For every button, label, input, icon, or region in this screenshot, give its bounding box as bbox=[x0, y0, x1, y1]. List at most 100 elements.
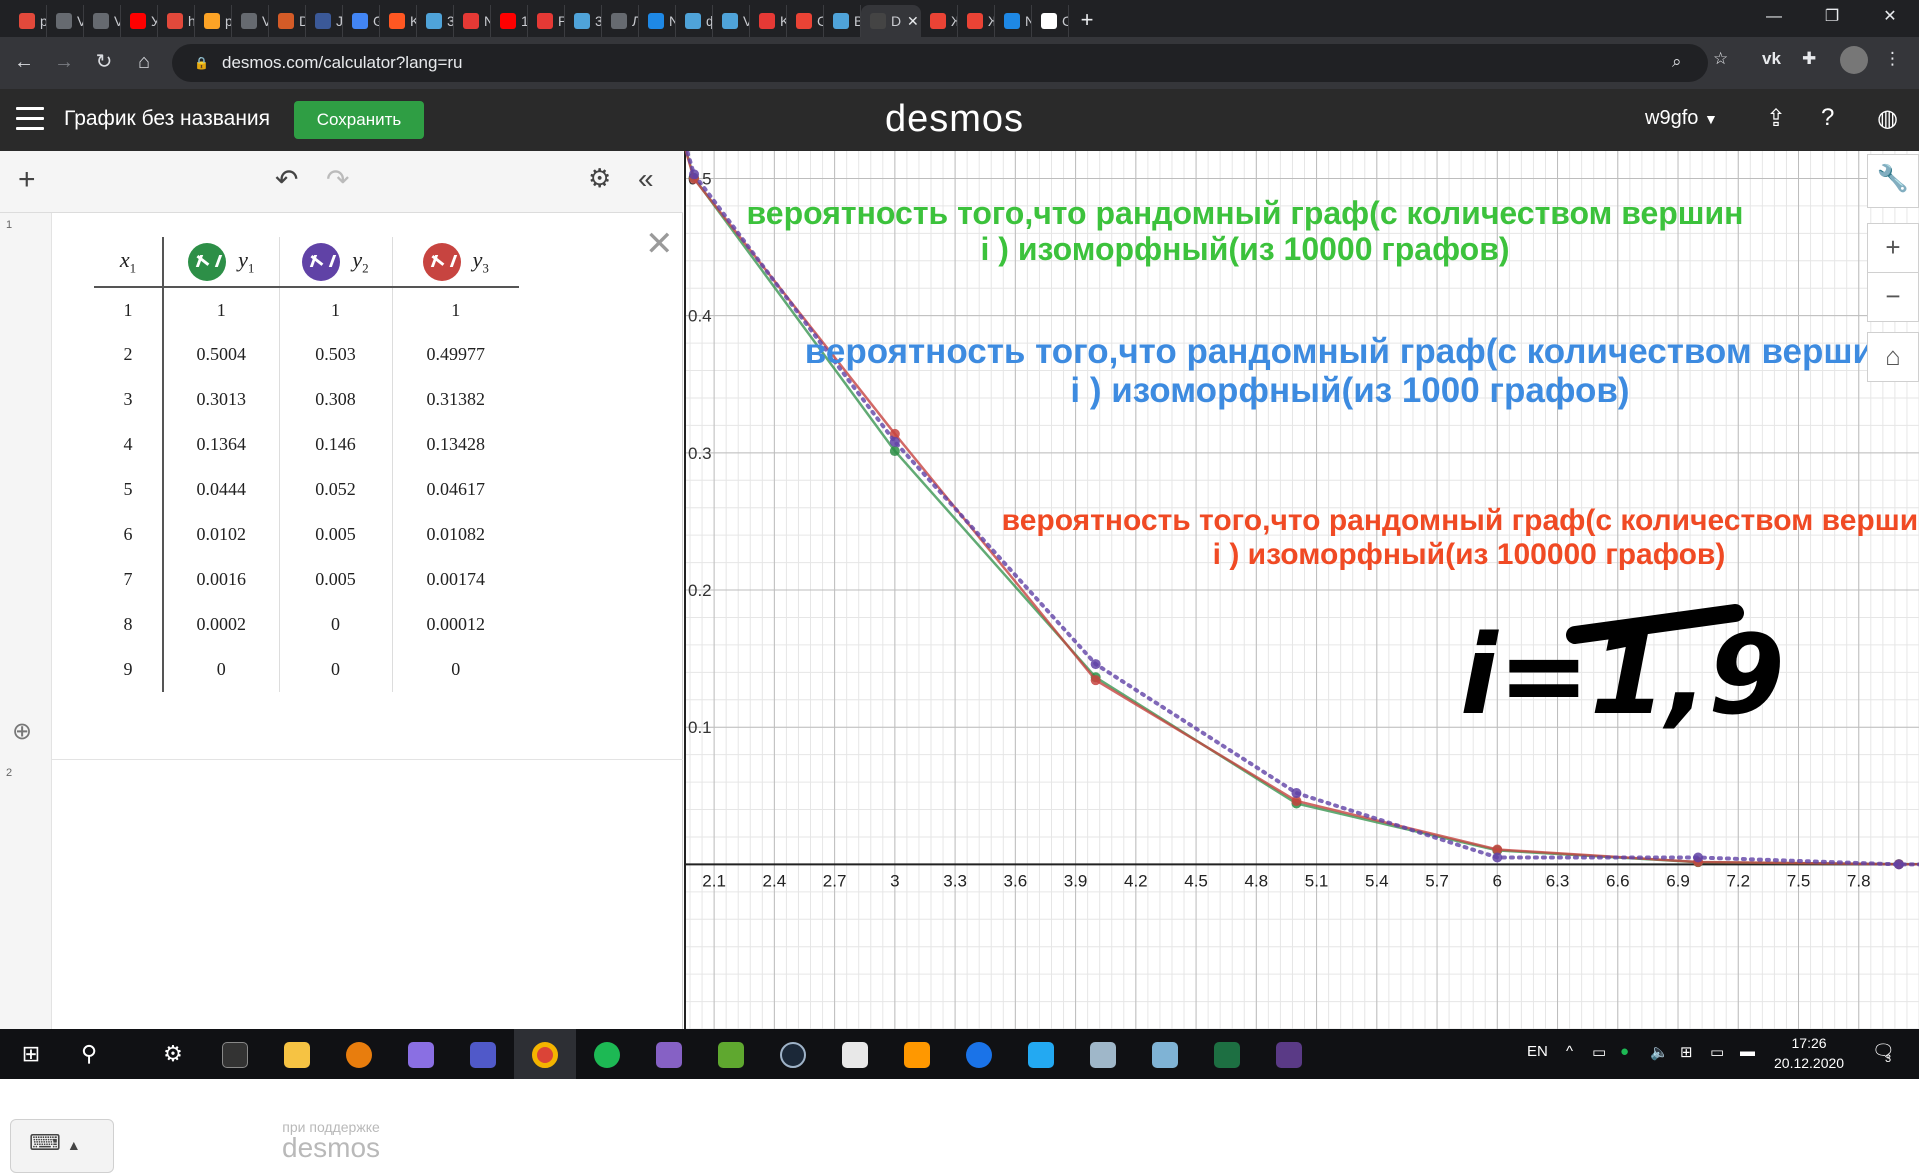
table-cell[interactable]: 0 bbox=[279, 602, 393, 647]
table-cell[interactable]: 9 bbox=[94, 647, 164, 692]
delete-expression-icon[interactable]: ✕ bbox=[645, 225, 674, 263]
new-tab-button[interactable]: + bbox=[1080, 7, 1094, 32]
tray-monitor-icon[interactable]: ▭ bbox=[1710, 1044, 1725, 1061]
series-y3-style-icon[interactable] bbox=[422, 242, 461, 281]
browser-tab[interactable]: N bbox=[995, 5, 1032, 37]
profile-avatar[interactable] bbox=[1840, 46, 1868, 74]
blender-app-icon[interactable] bbox=[328, 1029, 390, 1079]
browser-tab[interactable]: h bbox=[158, 5, 195, 37]
table-cell[interactable]: 4 bbox=[94, 422, 164, 467]
browser-tab[interactable]: N bbox=[454, 5, 491, 37]
table-cell[interactable]: 0.1364 bbox=[163, 422, 280, 467]
browser-tab[interactable]: Ж bbox=[958, 5, 995, 37]
back-icon[interactable]: ← bbox=[14, 51, 34, 73]
graph-title[interactable]: График без названия bbox=[64, 107, 271, 130]
language-globe-icon[interactable]: ◍ bbox=[1877, 105, 1898, 132]
input-language[interactable]: EN bbox=[1527, 1043, 1548, 1060]
browser-tab[interactable]: 3 bbox=[565, 5, 602, 37]
browser-tab[interactable]: 3 bbox=[417, 5, 454, 37]
browser-tab[interactable]: D bbox=[269, 5, 306, 37]
browser-tab[interactable]: ф bbox=[676, 5, 713, 37]
browser-tab[interactable]: 1 bbox=[491, 5, 528, 37]
table-cell[interactable]: 0.49977 bbox=[426, 344, 486, 364]
table-cell[interactable]: 0.00174 bbox=[426, 569, 486, 589]
table-cell[interactable]: 3 bbox=[94, 377, 164, 422]
table-cell[interactable]: 0.308 bbox=[279, 377, 393, 422]
share-icon[interactable]: ⇪ bbox=[1766, 105, 1787, 132]
tray-spotify-icon[interactable]: ● bbox=[1620, 1043, 1630, 1060]
powershell-app-icon[interactable] bbox=[1258, 1029, 1320, 1079]
table-cell[interactable]: 0.00012 bbox=[426, 614, 486, 634]
table-cell[interactable]: 0.31382 bbox=[426, 389, 486, 409]
file-explorer-icon[interactable] bbox=[266, 1029, 328, 1079]
table-cell[interactable]: 6 bbox=[94, 512, 164, 557]
table-cell[interactable]: 0.0016 bbox=[163, 557, 280, 602]
table-cell[interactable]: 1 bbox=[451, 299, 461, 320]
vscode-app-icon[interactable] bbox=[1010, 1029, 1072, 1079]
taskbar-clock[interactable]: 17:26 20.12.2020 bbox=[1774, 1033, 1844, 1073]
zoom-fit-icon[interactable]: ⊕ bbox=[12, 718, 33, 745]
undo-icon[interactable]: ↶ bbox=[275, 164, 299, 195]
visual-studio-icon[interactable] bbox=[638, 1029, 700, 1079]
table-cell[interactable]: 5 bbox=[94, 467, 164, 512]
table-cell[interactable]: 0.005 bbox=[279, 512, 393, 557]
browser-tab[interactable]: Л bbox=[602, 5, 639, 37]
close-window-icon[interactable]: ✕ bbox=[1883, 8, 1897, 25]
tray-display-icon[interactable]: ▭ bbox=[1592, 1044, 1607, 1061]
browser-tab[interactable]: V bbox=[84, 5, 121, 37]
settings-gear-icon[interactable]: ⚙ bbox=[588, 163, 612, 193]
browser-tab[interactable]: Ж bbox=[921, 5, 958, 37]
table-cell[interactable]: 0.3013 bbox=[163, 377, 280, 422]
home-icon[interactable]: ⌂ bbox=[137, 51, 151, 73]
browser-tab[interactable]: р bbox=[195, 5, 232, 37]
browser-tab[interactable]: V bbox=[47, 5, 84, 37]
vk-extension-icon[interactable]: vk bbox=[1762, 49, 1781, 68]
table-cell[interactable]: 0.01082 bbox=[426, 524, 486, 544]
photos-app-icon[interactable] bbox=[1072, 1029, 1134, 1079]
notepad-app-icon[interactable] bbox=[700, 1029, 762, 1079]
browser-tab[interactable]: P bbox=[528, 5, 565, 37]
series-y2-style-icon[interactable] bbox=[302, 242, 341, 281]
menu-dots-icon[interactable]: ⋮ bbox=[1884, 49, 1901, 68]
table-cell[interactable]: 0.13428 bbox=[426, 434, 486, 454]
spotify-app-icon[interactable] bbox=[576, 1029, 638, 1079]
menu-hamburger-icon[interactable] bbox=[16, 107, 44, 131]
forward-icon[interactable]: → bbox=[54, 51, 74, 73]
teams-app-icon[interactable] bbox=[452, 1029, 514, 1079]
help-icon[interactable]: ? bbox=[1821, 104, 1835, 131]
save-button[interactable]: Сохранить bbox=[294, 101, 424, 139]
zoom-in-icon[interactable]: + bbox=[1867, 223, 1919, 273]
user-menu[interactable]: w9gfo ▼ bbox=[1645, 107, 1718, 130]
tray-volume-icon[interactable]: 🔈 bbox=[1650, 1044, 1669, 1061]
collapse-panel-icon[interactable]: « bbox=[638, 163, 654, 194]
table-cell[interactable]: 0.503 bbox=[279, 332, 393, 377]
powered-by-desmos[interactable]: при поддержке desmos bbox=[282, 1119, 380, 1162]
table-cell[interactable]: 0 bbox=[451, 659, 461, 679]
browser-tab[interactable]: K bbox=[380, 5, 417, 37]
table-cell[interactable]: 0.04617 bbox=[426, 479, 486, 499]
table-cell[interactable]: 7 bbox=[94, 557, 164, 602]
browser-tab[interactable]: B bbox=[824, 5, 861, 37]
table-cell[interactable]: 0.5004 bbox=[163, 332, 280, 377]
files-app-icon[interactable] bbox=[1134, 1029, 1196, 1079]
table-cell[interactable]: 8 bbox=[94, 602, 164, 647]
maximize-icon[interactable]: ❐ bbox=[1824, 8, 1840, 25]
steam-app-icon[interactable] bbox=[762, 1029, 824, 1079]
table-cell[interactable]: 0.0444 bbox=[163, 467, 280, 512]
table-cell[interactable]: 1 bbox=[163, 287, 280, 332]
table-header-y3[interactable]: y3 bbox=[392, 237, 519, 288]
excel-app-icon[interactable] bbox=[1196, 1029, 1258, 1079]
settings-app-icon[interactable]: ⚙ bbox=[163, 1041, 183, 1066]
browser-tab[interactable]: Ji bbox=[306, 5, 343, 37]
box-app-icon[interactable] bbox=[824, 1029, 886, 1079]
graph-paper[interactable]: 2.1 2.4 2.7 3 3.3 3.6 3.9 4.2 4.5 4.8 5.1 5.4 5.7 6 6.… bbox=[684, 151, 1919, 1029]
table-cell[interactable]: 0.0102 bbox=[163, 512, 280, 557]
sublime-app-icon[interactable] bbox=[886, 1029, 948, 1079]
series-y1-style-icon[interactable] bbox=[188, 242, 227, 281]
search-icon[interactable]: ⚲ bbox=[80, 1041, 98, 1066]
address-bar[interactable]: 🔒 desmos.com/calculator?lang=ru ⌕ ☆ bbox=[172, 44, 1708, 82]
table-cell[interactable]: 0.052 bbox=[279, 467, 393, 512]
add-expression-icon[interactable]: + bbox=[18, 163, 36, 196]
browser-tab[interactable]: V bbox=[713, 5, 750, 37]
gaming-app-icon[interactable] bbox=[390, 1029, 452, 1079]
